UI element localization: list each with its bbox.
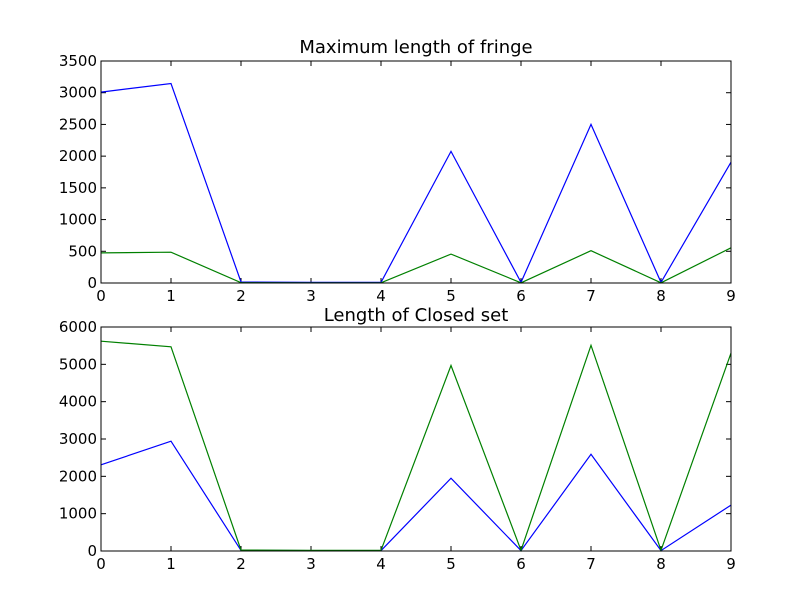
x-tick-label: 1 — [166, 555, 176, 573]
x-tick-label: 8 — [656, 287, 666, 305]
y-tick-label: 1000 — [59, 505, 97, 523]
x-tick-label: 9 — [726, 555, 736, 573]
chart-title: Maximum length of fringe — [299, 37, 532, 58]
series-line-0 — [100, 440, 732, 552]
series-line-1 — [100, 247, 732, 284]
x-tick-label: 6 — [516, 555, 526, 573]
x-tick-label: 5 — [446, 287, 456, 305]
chart-closed-set: Length of Closed set 0 1 2 3 4 5 6 7 8 9 0 1000 2000… — [59, 305, 736, 573]
x-tick-label: 3 — [306, 287, 316, 305]
y-tick-label: 3500 — [59, 52, 97, 70]
y-tick-label: 500 — [68, 242, 97, 260]
x-tick-label: 8 — [656, 555, 666, 573]
series-group — [100, 340, 732, 553]
x-tick-label: 4 — [376, 555, 386, 573]
y-tick-label: 1500 — [59, 179, 97, 197]
y-tick-label: 0 — [87, 274, 97, 292]
plot-area-frame — [100, 326, 732, 552]
y-tick-label: 4000 — [59, 393, 97, 411]
x-tick-label: 0 — [96, 555, 106, 573]
chart-title: Length of Closed set — [324, 305, 509, 326]
tick-group: 0 1 2 3 4 5 6 7 8 9 0 1000 2000 3000 4000 5000 6000 — [59, 318, 736, 573]
y-tick-label: 2000 — [59, 147, 97, 165]
x-tick-label: 7 — [586, 555, 596, 573]
y-tick-label: 2500 — [59, 115, 97, 133]
y-tick-label: 3000 — [59, 430, 97, 448]
series-group — [100, 82, 732, 284]
y-tick-label: 0 — [87, 542, 97, 560]
y-tick-label: 3000 — [59, 84, 97, 102]
series-line-1 — [100, 340, 732, 553]
series-line-0 — [100, 82, 732, 284]
y-tick-label: 6000 — [59, 318, 97, 336]
y-tick-label: 2000 — [59, 467, 97, 485]
x-tick-label: 7 — [586, 287, 596, 305]
x-tick-label: 9 — [726, 287, 736, 305]
x-tick-label: 3 — [306, 555, 316, 573]
x-tick-label: 2 — [236, 287, 246, 305]
x-tick-label: 1 — [166, 287, 176, 305]
x-tick-label: 4 — [376, 287, 386, 305]
x-tick-label: 5 — [446, 555, 456, 573]
plot-area-frame — [100, 60, 732, 284]
tick-group: 0 1 2 3 4 5 6 7 8 9 0 500 1000 1500 2000 2500 3000 3500 — [59, 52, 736, 305]
y-tick-label: 1000 — [59, 211, 97, 229]
x-tick-label: 2 — [236, 555, 246, 573]
chart-max-fringe: Maximum length of fringe 0 1 2 3 4 5 6 7 8 9 0 500 1… — [59, 37, 736, 305]
x-tick-label: 6 — [516, 287, 526, 305]
y-tick-label: 5000 — [59, 355, 97, 373]
x-tick-label: 0 — [96, 287, 106, 305]
